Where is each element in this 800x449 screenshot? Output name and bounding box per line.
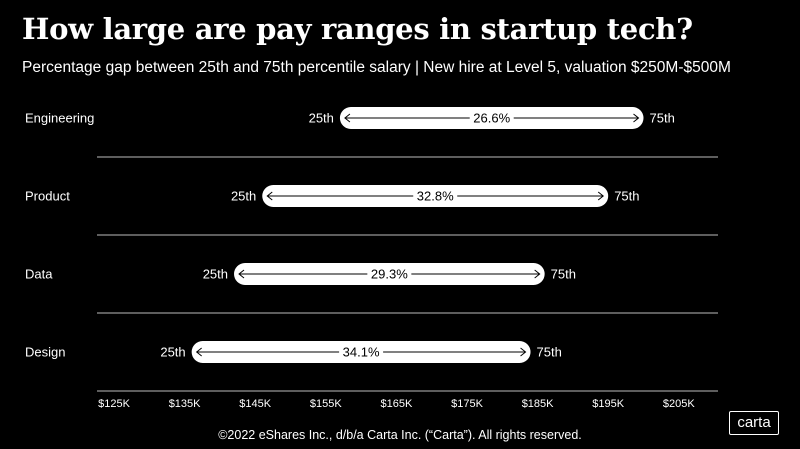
arrowhead-left-icon <box>344 113 351 123</box>
arrowhead-right-icon <box>534 269 541 279</box>
low-percentile-label: 25th <box>160 345 185 360</box>
x-tick-label: $145K <box>239 398 271 410</box>
arrowhead-left-icon <box>238 269 245 279</box>
high-percentile-label: 75th <box>650 111 675 126</box>
high-percentile-label: 75th <box>614 189 639 204</box>
x-tick-label: $165K <box>380 398 412 410</box>
low-percentile-label: 25th <box>309 111 334 126</box>
footer-copyright: ©2022 eShares Inc., d/b/a Carta Inc. (“C… <box>218 428 582 442</box>
chart-rows: Engineering 25th 75th 26.6% Product 25th 75th 3… <box>25 107 718 392</box>
category-label-data: Data <box>25 267 53 282</box>
x-tick-label: $125K <box>98 398 130 410</box>
arrowhead-right-icon <box>597 191 605 201</box>
category-label-engineering: Engineering <box>25 111 94 126</box>
gap-percentage-label: 29.3% <box>371 267 408 282</box>
range-bar-data <box>234 263 545 285</box>
chart-title: How large are pay ranges in startup tech… <box>22 12 693 46</box>
gap-percentage-label: 26.6% <box>473 111 510 126</box>
arrowhead-right-icon <box>633 113 640 123</box>
arrowhead-left-icon <box>266 191 273 201</box>
arrowhead-left-icon <box>195 347 202 357</box>
category-label-product: Product <box>25 189 70 204</box>
x-tick-label: $175K <box>451 398 483 410</box>
chart-subtitle: Percentage gap between 25th and 75th per… <box>22 59 731 76</box>
arrowhead-right-icon <box>520 347 527 357</box>
x-tick-label: $205K <box>663 398 695 410</box>
gap-percentage-label: 32.8% <box>417 189 454 204</box>
x-tick-label: $155K <box>310 398 342 410</box>
x-axis: $125K $135K $145K $155K $165K $175K $185K $195K… <box>98 398 695 410</box>
high-percentile-label: 75th <box>537 345 562 360</box>
x-tick-label: $185K <box>522 398 554 410</box>
high-percentile-label: 75th <box>551 267 576 282</box>
range-bar-engineering <box>339 107 644 129</box>
x-tick-label: $195K <box>592 398 624 410</box>
category-label-design: Design <box>25 345 65 360</box>
range-bar-product <box>262 185 609 207</box>
low-percentile-label: 25th <box>203 267 228 282</box>
range-bar-design <box>191 341 531 363</box>
carta-logo: carta <box>729 411 779 435</box>
x-tick-label: $135K <box>169 398 201 410</box>
gap-percentage-label: 34.1% <box>343 345 380 360</box>
low-percentile-label: 25th <box>231 189 256 204</box>
